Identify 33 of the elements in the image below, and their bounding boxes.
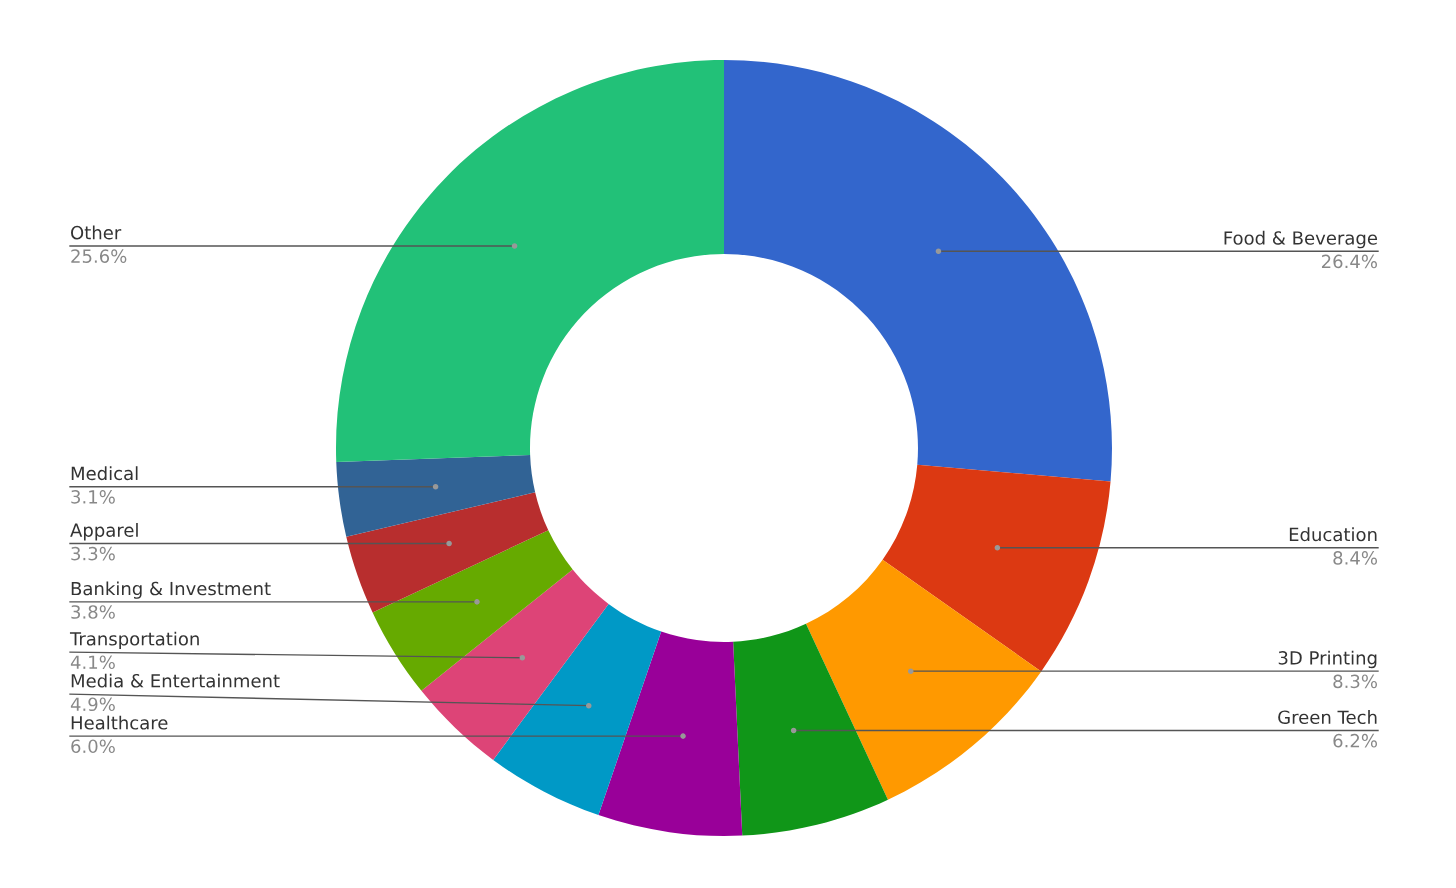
slice-label: Healthcare bbox=[71, 715, 168, 730]
data-label: 6.2% bbox=[1333, 733, 1377, 748]
data-label: 6.0% bbox=[71, 739, 115, 754]
slice-label: Apparel bbox=[70, 522, 138, 541]
donut-slice bbox=[336, 60, 724, 462]
donut-slice bbox=[805, 559, 1042, 800]
slice-label: 3D Printing bbox=[1278, 650, 1377, 669]
donut-slice bbox=[493, 603, 662, 816]
data-label: 26.4% bbox=[1321, 254, 1377, 269]
data-label: 3.1% bbox=[71, 490, 115, 504]
donut-slice bbox=[598, 631, 743, 836]
donut-slice bbox=[724, 60, 1112, 482]
slice-label: Food & Beverage bbox=[1224, 230, 1378, 249]
data-label: 8.3% bbox=[1333, 674, 1377, 689]
data-label: 4.1% bbox=[70, 655, 115, 670]
donut-slice bbox=[336, 455, 536, 537]
donut-slice bbox=[882, 464, 1111, 672]
data-label: 3.3% bbox=[71, 546, 115, 561]
slice-label: Medical bbox=[71, 466, 138, 481]
slice-label: Education bbox=[1289, 527, 1377, 542]
donut-slice bbox=[346, 492, 549, 613]
slice-label: Green Tech bbox=[1278, 710, 1377, 725]
data-label: 4.9% bbox=[70, 697, 115, 712]
slice-label: Other bbox=[71, 225, 122, 240]
slice-label: Banking & Investment bbox=[71, 581, 271, 599]
data-label: 8.4% bbox=[1333, 551, 1377, 565]
donut-slice bbox=[372, 530, 573, 691]
donut-slice bbox=[421, 569, 609, 760]
donut-slice bbox=[733, 623, 888, 836]
slice-label: Transportation bbox=[69, 631, 199, 650]
slice-label: Media & Entertainment bbox=[71, 673, 280, 688]
data-label: 25.6% bbox=[71, 249, 127, 263]
data-label: 3.8% bbox=[71, 605, 115, 619]
